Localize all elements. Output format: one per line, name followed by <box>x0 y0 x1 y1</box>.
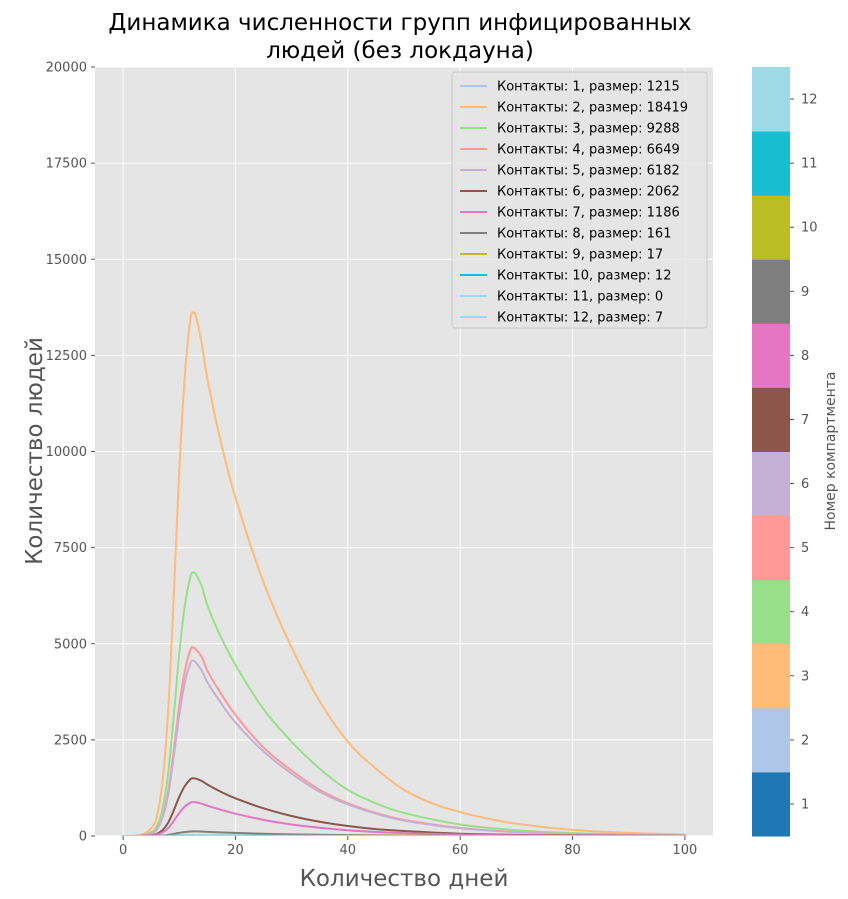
x-axis-ticks: 0 20 40 60 80 100 <box>119 836 697 858</box>
legend-label-2: Контакты: 2, размер: 18419 <box>497 101 688 116</box>
colorbar-segment-4 <box>752 579 790 645</box>
colorbar-segment-2 <box>752 707 790 773</box>
colorbar-tick-label: 4 <box>801 605 809 620</box>
y-axis-ticks: 0 2500 5000 7500 10000 12500 15000 17500 20000 <box>46 61 95 845</box>
legend-label-9: Контакты: 9, размер: 17 <box>497 248 663 263</box>
series-line-5 <box>122 659 686 836</box>
series-line-2 <box>122 311 686 836</box>
colorbar-segment-9 <box>752 259 790 324</box>
y-tick-label: 15000 <box>46 253 87 268</box>
legend: Контакты: 1, размер: 1215 Контакты: 2, ра… <box>451 71 708 329</box>
legend-label-5: Контакты: 5, размер: 6182 <box>497 164 680 179</box>
legend-label-10: Контакты: 10, размер: 12 <box>497 269 671 284</box>
legend-label-12: Контакты: 12, размер: 7 <box>497 311 663 326</box>
colorbar-segment-1 <box>752 771 790 837</box>
legend-label-7: Контакты: 7, размер: 1186 <box>497 206 680 221</box>
chart-title-line-1: Динамика численности групп инфицированны… <box>108 10 691 36</box>
y-tick-label: 10000 <box>46 445 87 460</box>
colorbar-tick-label: 11 <box>801 157 818 172</box>
series-line-3 <box>122 571 686 836</box>
colorbar-tick-label: 2 <box>801 733 809 748</box>
colorbar-tick-label: 6 <box>801 477 809 492</box>
colorbar-tick-label: 8 <box>801 349 809 364</box>
colorbar-tick-label: 10 <box>801 221 818 236</box>
colorbar-label: Номер компартмента <box>823 371 839 530</box>
series-lines <box>122 311 686 836</box>
legend-box <box>451 71 708 329</box>
x-axis-label: Количество дней <box>300 866 509 892</box>
colorbar-segment-6 <box>752 451 790 517</box>
colorbar-segment-10 <box>752 195 790 260</box>
legend-label-3: Контакты: 3, размер: 9288 <box>497 122 680 137</box>
legend-label-11: Контакты: 11, размер: 0 <box>497 290 663 305</box>
colorbar-tick-label: 5 <box>801 541 809 556</box>
colorbar-segment-5 <box>752 515 790 581</box>
y-tick-label: 2500 <box>54 733 87 748</box>
series-line-6 <box>122 777 686 836</box>
colorbar-tick-label: 1 <box>801 797 809 812</box>
colorbar-tick-label: 7 <box>801 413 809 428</box>
colorbar-segment-7 <box>752 387 790 452</box>
series-line-7 <box>122 801 686 836</box>
x-tick-label: 40 <box>340 843 357 858</box>
colorbar-segment-12 <box>752 67 790 132</box>
colorbar-segment-11 <box>752 131 790 196</box>
x-tick-label: 0 <box>119 843 127 858</box>
y-tick-label: 20000 <box>46 61 87 76</box>
x-tick-label: 60 <box>452 843 469 858</box>
colorbar-tick-label: 3 <box>801 669 809 684</box>
colorbar-tick-label: 9 <box>801 285 809 300</box>
grid-lines <box>95 66 713 837</box>
x-tick-label: 100 <box>672 843 697 858</box>
y-tick-label: 5000 <box>54 637 87 652</box>
y-axis-label: Количество людей <box>22 337 48 565</box>
legend-label-4: Контакты: 4, размер: 6649 <box>497 143 680 158</box>
y-tick-label: 17500 <box>46 157 87 172</box>
legend-label-1: Контакты: 1, размер: 1215 <box>497 80 680 95</box>
chart-title-line-2: людей (без локдауна) <box>266 38 534 64</box>
x-tick-label: 80 <box>564 843 581 858</box>
colorbar-tick-label: 12 <box>801 93 818 108</box>
legend-label-6: Контакты: 6, размер: 2062 <box>497 185 680 200</box>
x-tick-label: 20 <box>227 843 244 858</box>
y-tick-label: 7500 <box>54 541 87 556</box>
y-tick-label: 0 <box>79 830 87 845</box>
y-tick-label: 12500 <box>46 349 87 364</box>
colorbar-segment-3 <box>752 643 790 709</box>
colorbar-segment-8 <box>752 323 790 388</box>
legend-label-8: Контакты: 8, размер: 161 <box>497 227 671 242</box>
